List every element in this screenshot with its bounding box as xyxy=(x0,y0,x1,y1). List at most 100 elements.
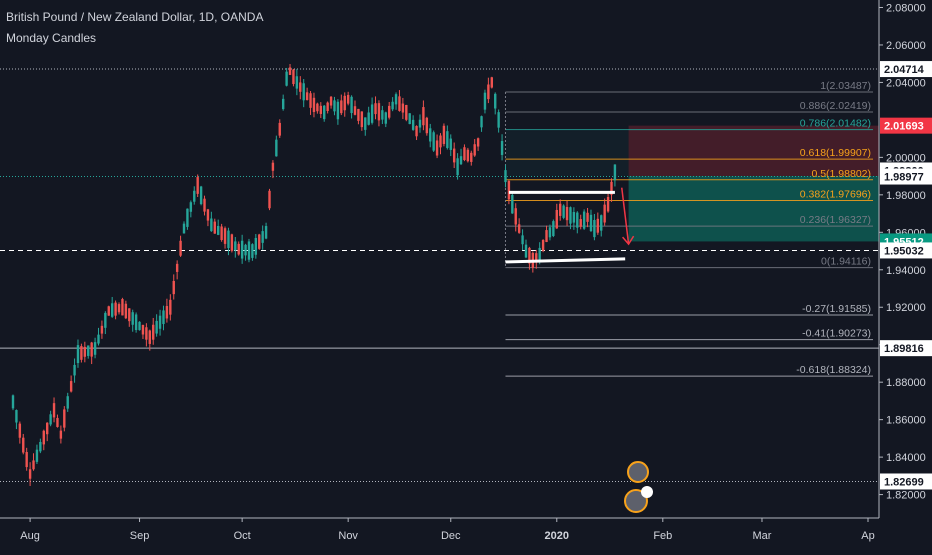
candle-body-168 xyxy=(586,212,589,222)
candle-body-94 xyxy=(333,100,336,112)
candle-body-50 xyxy=(182,223,186,234)
candle-body-39 xyxy=(145,327,148,340)
candle-body-134 xyxy=(470,152,473,162)
candle-body-54 xyxy=(196,177,199,194)
candle-body-46 xyxy=(169,299,172,315)
time-tick-label-5: 2020 xyxy=(545,530,569,542)
candle-body-119 xyxy=(418,119,422,128)
candle-body-138 xyxy=(483,92,487,110)
candle-body-26 xyxy=(100,325,104,334)
candle-body-88 xyxy=(312,97,316,113)
candle-body-107 xyxy=(377,103,381,121)
avatar-circle xyxy=(627,461,649,483)
candle-body-1 xyxy=(15,410,18,423)
candle-body-159 xyxy=(555,209,558,229)
price-label-5: 1.95032 xyxy=(884,245,924,257)
price-label-box-7 xyxy=(880,473,932,490)
candle-body-148 xyxy=(517,224,521,233)
price-tick-label-9: 1.88000 xyxy=(886,377,926,389)
candle-body-25 xyxy=(97,334,100,344)
candle-body-5 xyxy=(28,469,32,479)
candle-body-161 xyxy=(562,205,565,218)
candle-body-86 xyxy=(305,92,309,101)
candle-body-95 xyxy=(336,101,340,120)
candle-body-136 xyxy=(476,138,480,147)
price-label-box-6 xyxy=(880,340,932,357)
fib-level-label-2: 0.786(2.01482) xyxy=(800,118,871,130)
candle-body-104 xyxy=(367,112,370,125)
candle-body-97 xyxy=(343,95,346,111)
candle-body-84 xyxy=(299,82,302,92)
candle-body-4 xyxy=(25,452,28,468)
candle-body-44 xyxy=(162,310,165,325)
candle-body-8 xyxy=(39,441,42,452)
candle-body-169 xyxy=(589,214,593,232)
time-tick-label-1: Sep xyxy=(130,530,150,542)
candle-body-108 xyxy=(381,110,384,120)
avatar-badge xyxy=(641,486,653,498)
candle-body-85 xyxy=(302,83,305,101)
chart-subtitle: Monday Candles xyxy=(6,31,97,45)
candle-body-147 xyxy=(514,208,517,225)
candle-body-65 xyxy=(234,241,237,251)
candle-body-45 xyxy=(165,306,169,319)
candle-body-53 xyxy=(193,190,196,202)
candle-body-100 xyxy=(353,106,357,115)
candle-body-23 xyxy=(90,342,93,357)
price-axis xyxy=(879,0,932,550)
price-label-6: 1.89816 xyxy=(884,343,924,355)
candle-body-81 xyxy=(288,67,292,75)
price-tick-label-2: 2.04000 xyxy=(886,77,926,89)
candle-body-123 xyxy=(432,132,435,151)
candle-body-139 xyxy=(487,84,490,100)
candle-body-32 xyxy=(121,299,124,316)
candle-body-175 xyxy=(610,181,613,195)
candle-body-3 xyxy=(22,437,25,453)
user-avatar-icon-2 xyxy=(624,486,653,513)
position-stop-zone xyxy=(628,125,879,177)
fib-level-label-0: 1(2.03487) xyxy=(820,80,871,92)
candle-body-150 xyxy=(524,244,528,258)
candle-body-72 xyxy=(258,234,261,249)
candle-body-102 xyxy=(360,111,364,128)
fib-level-label-10: -0.618(1.88324) xyxy=(796,364,871,376)
candle-body-156 xyxy=(545,230,548,243)
fib-level-label-8: -0.27(1.91585) xyxy=(802,303,871,315)
candle-body-16 xyxy=(66,396,69,409)
fib-level-label-3: 0.618(1.99907) xyxy=(800,147,871,159)
candle-body-164 xyxy=(572,212,576,223)
candle-body-124 xyxy=(435,140,439,156)
candle-body-96 xyxy=(340,100,343,114)
price-tick-label-4: 1.98000 xyxy=(886,190,926,202)
candle-body-60 xyxy=(217,225,220,235)
position-target-zone xyxy=(628,176,879,242)
candle-body-90 xyxy=(319,105,322,114)
candle-body-101 xyxy=(357,108,360,121)
price-label-1: 2.01693 xyxy=(884,121,924,133)
candle-body-135 xyxy=(473,144,476,156)
candle-body-51 xyxy=(186,208,189,227)
time-tick-label-6: Feb xyxy=(653,530,672,542)
candle-body-98 xyxy=(346,94,350,104)
candle-body-38 xyxy=(141,324,145,335)
candle-body-146 xyxy=(511,194,514,214)
candle-body-163 xyxy=(569,207,572,224)
candle-body-47 xyxy=(172,281,175,295)
candle-body-110 xyxy=(388,105,391,118)
candle-body-7 xyxy=(35,449,39,462)
candle-body-6 xyxy=(32,460,35,470)
candle-body-92 xyxy=(326,102,329,111)
candle-body-167 xyxy=(582,211,586,229)
candle-body-105 xyxy=(370,104,374,123)
candle-body-158 xyxy=(552,221,555,236)
time-tick-label-3: Nov xyxy=(338,530,358,542)
candle-body-118 xyxy=(415,125,418,137)
candle-body-28 xyxy=(107,306,110,316)
candle-body-13 xyxy=(56,417,59,427)
candle-body-41 xyxy=(152,324,155,340)
candle-body-61 xyxy=(220,226,223,241)
candle-body-162 xyxy=(565,206,569,221)
candle-body-144 xyxy=(504,170,507,183)
